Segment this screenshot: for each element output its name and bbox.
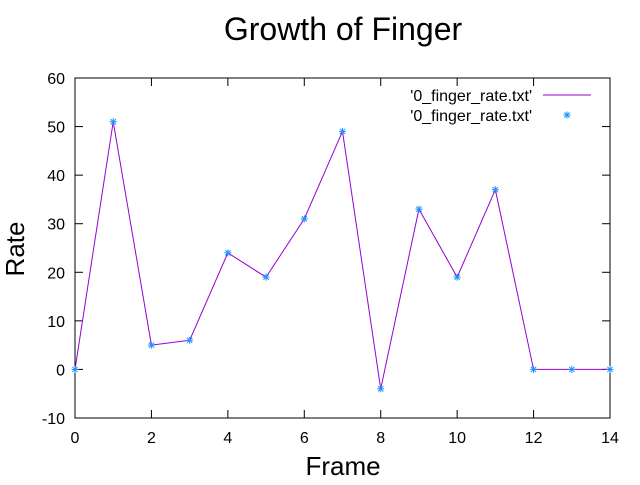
data-point-marker — [147, 341, 155, 349]
data-point-marker — [453, 273, 461, 281]
y-tick-label: -10 — [42, 411, 65, 428]
line-segment — [456, 189, 496, 278]
y-tick-label: 30 — [47, 217, 65, 234]
x-tick-label: 10 — [448, 430, 466, 447]
y-axis-label: Rate — [0, 222, 30, 277]
data-point-marker — [377, 385, 385, 393]
data-point-marker — [109, 118, 117, 126]
data-point-marker — [300, 215, 308, 223]
legend-label: '0_finger_rate.txt' — [410, 88, 532, 105]
plot-frame — [74, 77, 611, 419]
data-point-marker — [415, 205, 423, 213]
line-segment — [303, 131, 343, 220]
y-tick-label: 0 — [56, 362, 65, 379]
chart-title: Growth of Finger — [224, 11, 463, 47]
data-point-marker — [530, 365, 538, 373]
data-point-marker — [186, 336, 194, 344]
x-tick-label: 2 — [147, 430, 156, 447]
data-point-marker — [224, 249, 232, 257]
data-point-marker — [262, 273, 270, 281]
x-tick-label: 6 — [300, 430, 309, 447]
x-tick-label: 0 — [71, 430, 80, 447]
x-tick-label: 8 — [376, 430, 385, 447]
line-segment — [151, 339, 190, 346]
x-tick-label: 4 — [223, 430, 232, 447]
line-segment — [494, 189, 535, 370]
data-point-marker — [491, 186, 499, 194]
legend-marker-swatch — [563, 111, 571, 119]
y-tick-label: 20 — [47, 265, 65, 282]
series-1 — [74, 121, 610, 389]
line-segment — [227, 252, 267, 278]
legend: '0_finger_rate.txt' '0_finger_rate.txt' — [410, 88, 591, 125]
series-2 — [71, 118, 614, 393]
data-point-marker — [71, 365, 79, 373]
line-segment — [189, 252, 229, 341]
data-point-marker — [606, 365, 614, 373]
axes: -10 0 10 20 30 40 50 60 0 2 4 6 8 10 12 14 — [42, 71, 619, 447]
line-segment — [265, 218, 305, 278]
legend-label: '0_finger_rate.txt' — [410, 108, 532, 125]
y-tick-label: 60 — [47, 71, 65, 88]
y-tick-label: 10 — [47, 314, 65, 331]
line-segment — [418, 208, 458, 278]
line-segment — [380, 209, 420, 389]
data-point-marker — [339, 127, 346, 135]
y-tick-label: 40 — [47, 168, 65, 185]
x-tick-label: 12 — [525, 430, 543, 447]
data-point-marker — [568, 365, 576, 373]
x-axis-label: Frame — [305, 451, 380, 480]
x-tick-label: 14 — [601, 430, 619, 447]
line-segment — [342, 131, 382, 389]
line-segment — [112, 121, 152, 346]
line-segment — [74, 121, 114, 370]
series-layer — [71, 118, 614, 393]
y-tick-label: 50 — [47, 120, 65, 137]
